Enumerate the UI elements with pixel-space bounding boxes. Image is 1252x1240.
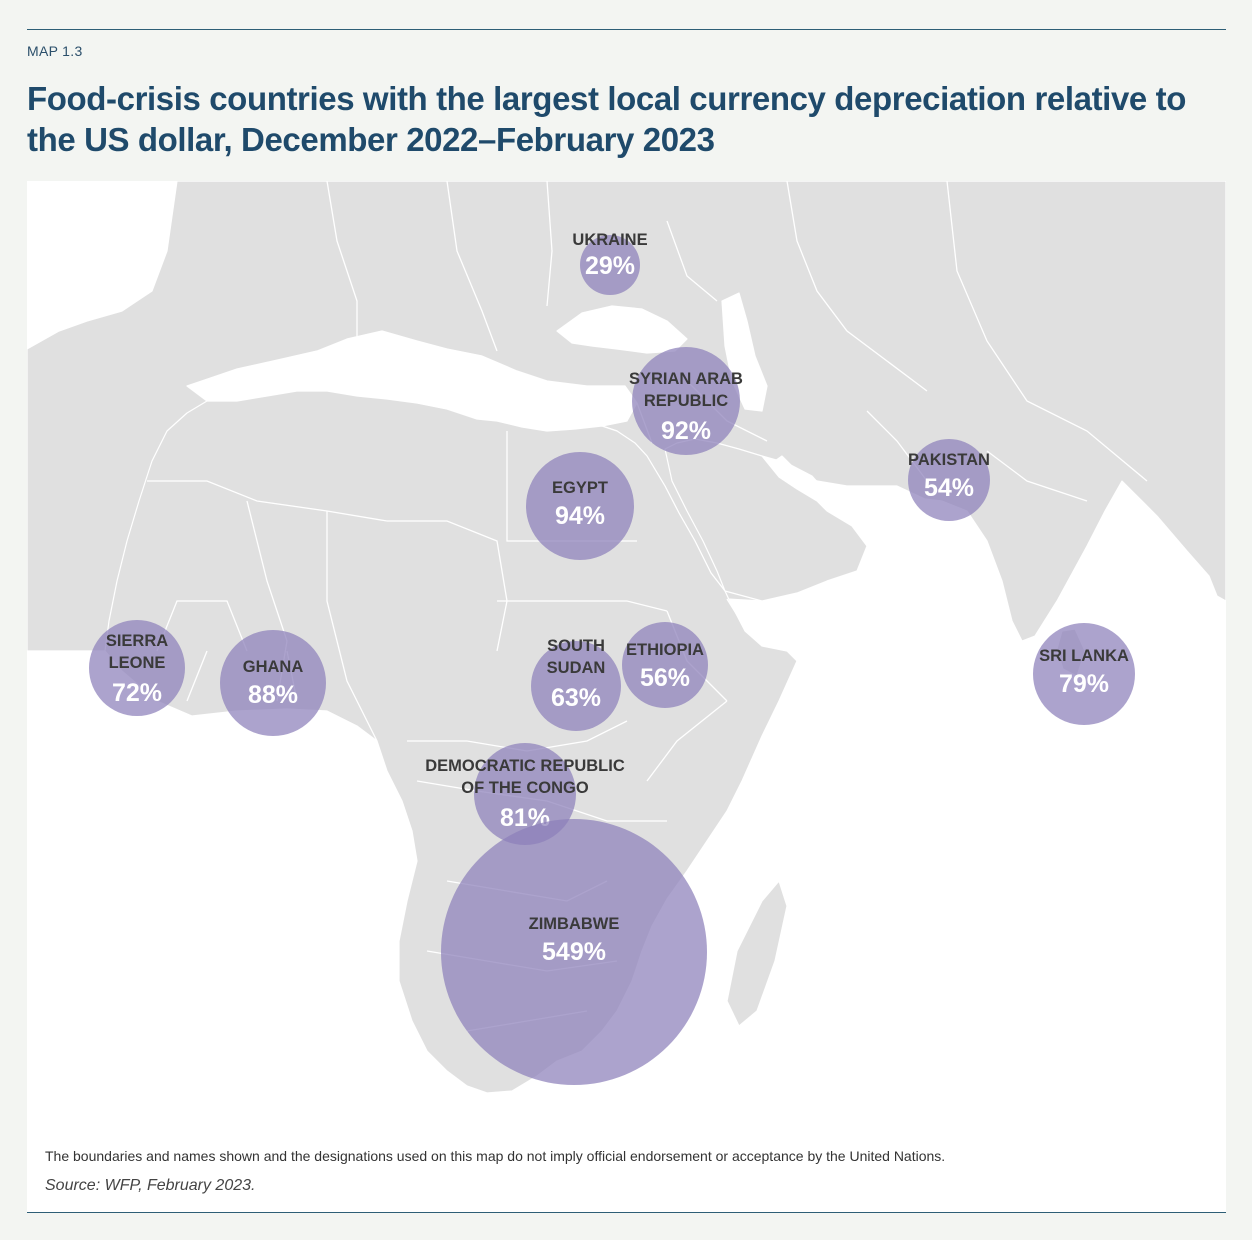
country-name-sierra-leone: LEONE xyxy=(109,654,166,672)
country-value-ethiopia: 56% xyxy=(640,664,690,692)
bubble-circle-ethiopia xyxy=(622,622,708,708)
country-value-south-sudan: 63% xyxy=(551,684,601,712)
border-line xyxy=(726,598,788,652)
border-line xyxy=(387,520,508,652)
country-name-ukraine: UKRAINE xyxy=(572,231,647,249)
border-line xyxy=(147,480,388,522)
map-panel: UKRAINE 29% SYRIAN ARAB REPUBLIC 92% EGYPT 94%… xyxy=(27,181,1226,1212)
country-name-south-sudan: SUDAN xyxy=(547,659,606,677)
bubble-sri-lanka: SRI LANKA 79% xyxy=(1033,623,1135,725)
bubble-ukraine: UKRAINE 29% xyxy=(572,231,648,295)
country-value-ukraine: 29% xyxy=(585,252,635,280)
map-number-label: MAP 1.3 xyxy=(27,43,83,59)
border-line xyxy=(666,220,718,302)
bubble-sierra-leone: SIERRA LEONE 72% xyxy=(89,620,185,716)
country-name-sierra-leone: SIERRA xyxy=(106,632,168,650)
country-value-egypt: 94% xyxy=(555,502,605,530)
bubble-circle-sri-lanka xyxy=(1033,623,1135,725)
country-value-syria: 92% xyxy=(661,417,711,445)
bubble-ethiopia: ETHIOPIA 56% xyxy=(622,622,708,708)
bottom-rule xyxy=(27,1212,1226,1213)
country-name-zimbabwe: ZIMBABWE xyxy=(529,915,620,933)
country-name-syria: REPUBLIC xyxy=(644,392,728,410)
country-value-zimbabwe: 549% xyxy=(542,938,606,966)
country-value-pakistan: 54% xyxy=(924,474,974,502)
country-name-drc: OF THE CONGO xyxy=(461,779,589,797)
country-name-syria: SYRIAN ARAB xyxy=(629,370,743,388)
bubble-circle-pakistan xyxy=(908,439,990,521)
country-name-pakistan: PAKISTAN xyxy=(908,451,990,469)
border-line xyxy=(326,181,358,341)
country-name-sri-lanka: SRI LANKA xyxy=(1039,647,1129,665)
bubble-pakistan: PAKISTAN 54% xyxy=(908,439,990,521)
border-line xyxy=(546,181,553,307)
bubble-zimbabwe: ZIMBABWE 549% xyxy=(441,819,707,1085)
map-canvas: UKRAINE 29% SYRIAN ARAB REPUBLIC 92% EGYPT 94%… xyxy=(27,181,1226,1212)
country-value-ghana: 88% xyxy=(248,681,298,709)
bubble-circle-drc xyxy=(474,743,576,845)
border-line xyxy=(326,511,378,742)
bubble-syria: SYRIAN ARAB REPUBLIC 92% xyxy=(629,347,743,455)
country-value-sri-lanka: 79% xyxy=(1059,670,1109,698)
map-disclaimer: The boundaries and names shown and the d… xyxy=(45,1148,946,1164)
border-line xyxy=(186,650,208,702)
country-name-egypt: EGYPT xyxy=(552,479,608,497)
bubble-circle-ghana xyxy=(220,630,326,736)
black-sea xyxy=(556,305,688,354)
bubble-circle-syria xyxy=(632,347,740,455)
madagascar xyxy=(726,880,788,1027)
map-source: Source: WFP, February 2023. xyxy=(45,1177,256,1194)
border-line xyxy=(946,181,1148,482)
country-name-ghana: GHANA xyxy=(243,658,304,676)
country-name-ethiopia: ETHIOPIA xyxy=(626,641,704,659)
country-value-sierra-leone: 72% xyxy=(112,679,162,707)
border-line xyxy=(156,600,248,652)
bubble-ghana: GHANA 88% xyxy=(220,630,326,736)
bubble-circle-sierra-leone xyxy=(89,620,185,716)
border-line xyxy=(446,181,498,352)
bubbles-layer: UKRAINE 29% SYRIAN ARAB REPUBLIC 92% EGYPT 94%… xyxy=(89,231,1135,1085)
border-line xyxy=(786,181,928,392)
bubble-circle-south-sudan xyxy=(531,641,621,731)
bubble-circle-zimbabwe xyxy=(441,819,707,1085)
top-rule xyxy=(27,29,1226,30)
country-name-south-sudan: SOUTH xyxy=(547,637,605,655)
arabian-peninsula xyxy=(664,438,868,602)
bubble-circle-ukraine xyxy=(580,235,640,295)
map-title: Food-crisis countries with the largest l… xyxy=(27,80,1186,158)
bubble-egypt: EGYPT 94% xyxy=(526,452,634,560)
border-line xyxy=(497,600,668,612)
border-line xyxy=(646,700,728,782)
country-name-drc: DEMOCRATIC REPUBLIC xyxy=(425,757,625,775)
border-line xyxy=(986,450,1088,502)
bubble-south-sudan: SOUTH SUDAN 63% xyxy=(531,637,621,731)
bubble-circle-egypt xyxy=(526,452,634,560)
